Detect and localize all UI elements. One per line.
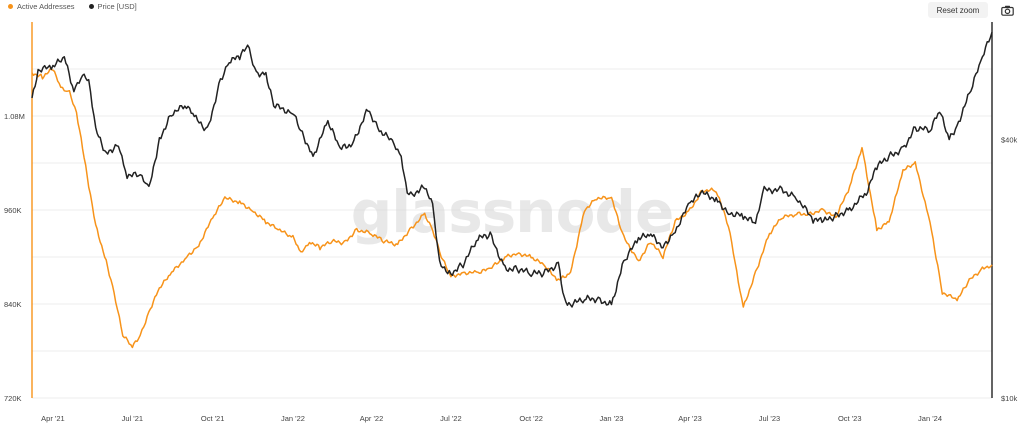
legend-marker-price bbox=[88, 4, 94, 9]
legend-item-price[interactable]: Price [USD] bbox=[88, 2, 137, 11]
chart-legend: Active Addresses Price [USD] bbox=[8, 2, 137, 11]
y-left-tick-label: 840K bbox=[4, 300, 22, 309]
x-tick-label: Jul '23 bbox=[759, 414, 780, 423]
legend-marker-active-addresses bbox=[8, 4, 13, 9]
x-tick-label: Jan '24 bbox=[918, 414, 942, 423]
watermark: glassnode bbox=[351, 178, 674, 246]
x-tick-label: Jan '22 bbox=[281, 414, 305, 423]
legend-item-active-addresses[interactable]: Active Addresses bbox=[8, 2, 75, 11]
x-tick-label: Jul '22 bbox=[440, 414, 461, 423]
x-tick-label: Jul '21 bbox=[122, 414, 143, 423]
y-left-tick-label: 1.08M bbox=[4, 112, 25, 121]
x-tick-label: Apr '23 bbox=[678, 414, 702, 423]
legend-label-active-addresses: Active Addresses bbox=[17, 2, 75, 11]
legend-label-price: Price [USD] bbox=[97, 2, 137, 11]
x-tick-label: Oct '23 bbox=[838, 414, 862, 423]
x-tick-label: Oct '22 bbox=[519, 414, 543, 423]
x-tick-label: Jan '23 bbox=[600, 414, 624, 423]
x-tick-label: Apr '21 bbox=[41, 414, 65, 423]
y-left-tick-label: 720K bbox=[4, 394, 22, 403]
camera-icon[interactable] bbox=[999, 3, 1015, 17]
x-tick-label: Oct '21 bbox=[201, 414, 225, 423]
y-left-tick-label: 960K bbox=[4, 206, 22, 215]
x-tick-label: Apr '22 bbox=[360, 414, 384, 423]
y-right-tick-label: $40k bbox=[1001, 135, 1018, 144]
y-right-tick-label: $10k bbox=[1001, 394, 1018, 403]
series-line-active-addresses[interactable] bbox=[31, 68, 993, 349]
reset-zoom-button[interactable]: Reset zoom bbox=[928, 2, 988, 18]
series-line-price[interactable] bbox=[31, 31, 993, 308]
